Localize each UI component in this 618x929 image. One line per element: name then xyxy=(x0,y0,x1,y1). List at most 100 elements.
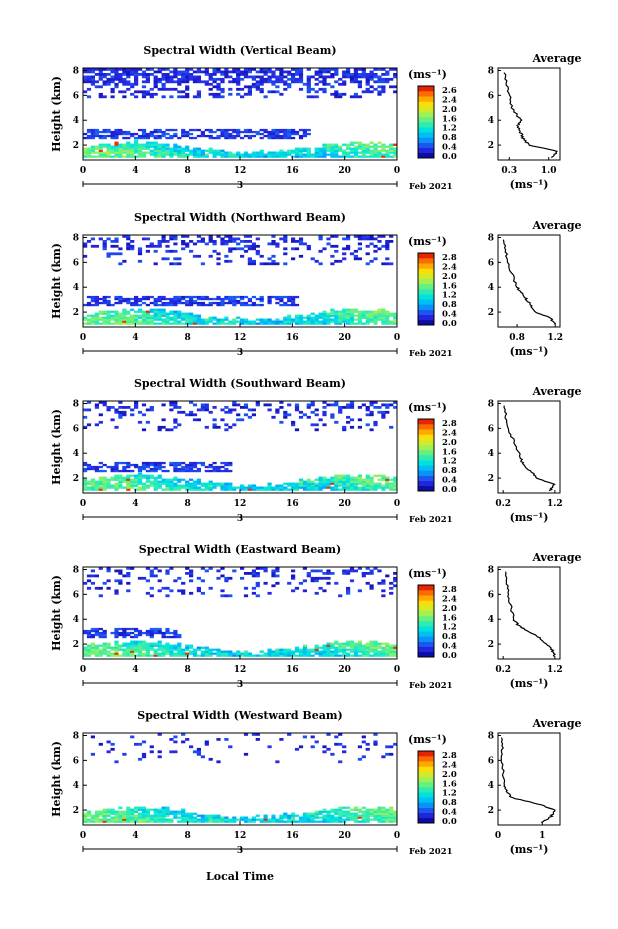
colorbar-segment xyxy=(418,132,434,138)
heatmap-cell xyxy=(106,299,111,303)
heatmap-cell xyxy=(122,627,127,631)
x-tick-label: 0 xyxy=(394,333,400,343)
heatmap-cell xyxy=(349,80,355,84)
heatmap-cell xyxy=(122,810,127,813)
heatmap-cell xyxy=(145,314,150,317)
heatmap-cell xyxy=(114,314,119,317)
heatmap-cell xyxy=(216,303,221,307)
heatmap-cell xyxy=(251,816,256,819)
heatmap-cell xyxy=(381,90,386,94)
heatmap-cell xyxy=(279,295,284,299)
heatmap-cell xyxy=(236,301,241,305)
heatmap-cell xyxy=(306,77,311,81)
heatmap-cell xyxy=(192,482,198,485)
heatmap-cell xyxy=(114,297,119,301)
heatmap-cell xyxy=(90,75,95,79)
heatmap-cell xyxy=(322,480,327,483)
heatmap-cell xyxy=(361,403,366,407)
heatmap-cell xyxy=(149,635,154,639)
heatmap-cell xyxy=(326,572,331,575)
heatmap-cell xyxy=(98,237,103,241)
x-axis-label: Local Time xyxy=(206,870,274,883)
heatmap-cell xyxy=(263,130,268,134)
avg-y-tick-label: 4 xyxy=(488,116,494,126)
heatmap-cell xyxy=(365,237,370,241)
heatmap-cell xyxy=(224,153,229,156)
heatmap-cell xyxy=(141,145,147,148)
heatmap-cell xyxy=(393,155,398,158)
heatmap-cell xyxy=(243,151,249,154)
heatmap-cell xyxy=(306,244,311,248)
heatmap-cell xyxy=(318,482,323,485)
heatmap-cell xyxy=(185,244,190,248)
heatmap-cell xyxy=(181,465,186,469)
heatmap-cell xyxy=(381,145,386,148)
heatmap-cell xyxy=(157,569,162,573)
heatmap-cell xyxy=(181,132,186,136)
heatmap-cell xyxy=(106,579,111,583)
heatmap-cell xyxy=(196,589,201,593)
heatmap-cell xyxy=(181,297,186,301)
heatmap-cell xyxy=(122,629,127,633)
heatmap-cell xyxy=(94,648,99,651)
heatmap-cell xyxy=(240,406,245,409)
heatmap-cell xyxy=(137,247,143,251)
x-tick-label: 4 xyxy=(132,499,138,509)
heatmap-cell xyxy=(322,646,327,649)
heatmap-cell xyxy=(389,147,394,150)
heatmap-cell xyxy=(137,633,143,637)
heatmap-cell xyxy=(134,627,139,631)
heatmap-cell xyxy=(149,314,154,317)
heatmap-cell xyxy=(106,480,111,483)
heatmap-cell xyxy=(141,646,147,649)
heatmap-cell xyxy=(342,646,347,649)
heatmap-cell xyxy=(200,303,205,307)
heatmap-cell xyxy=(365,480,370,483)
heatmap-cell xyxy=(381,654,386,657)
heatmap-cell xyxy=(346,155,351,158)
heatmap-cell xyxy=(342,474,347,477)
heatmap-cell xyxy=(165,320,170,323)
heatmap-cell xyxy=(255,572,260,575)
heatmap-cell xyxy=(263,654,268,657)
heatmap-cell xyxy=(130,486,135,489)
heatmap-cell xyxy=(134,654,139,657)
heatmap-cell xyxy=(196,77,201,81)
heatmap-cell xyxy=(240,486,245,489)
heatmap-cell xyxy=(338,480,343,483)
heatmap-cell xyxy=(330,145,335,148)
heatmap-cell xyxy=(346,482,351,485)
heatmap-cell xyxy=(381,413,386,417)
heatmap-cell xyxy=(369,413,374,417)
heatmap-cell xyxy=(232,68,237,71)
heatmap-cell xyxy=(236,403,241,407)
heatmap-cell xyxy=(137,259,143,263)
heatmap-cell xyxy=(224,132,229,136)
heatmap-cell xyxy=(134,484,139,487)
heatmap-cell xyxy=(189,463,194,467)
heatmap-cell xyxy=(353,806,358,809)
heatmap-cell xyxy=(393,322,398,325)
heatmap-cell xyxy=(357,312,362,315)
heatmap-cell xyxy=(86,480,92,483)
heatmap-cell xyxy=(381,153,386,156)
heatmap-cell xyxy=(298,320,304,323)
heatmap-cell xyxy=(126,153,131,156)
heatmap-cell xyxy=(247,652,252,655)
heatmap-cell xyxy=(240,576,245,580)
heatmap-cell xyxy=(177,648,182,651)
heatmap-cell xyxy=(153,143,158,146)
heatmap-cell xyxy=(275,410,280,414)
heatmap-cell xyxy=(130,240,135,243)
avg-y-tick-label: 2 xyxy=(488,308,494,318)
heatmap-cell xyxy=(173,128,178,132)
heatmap-cell xyxy=(247,322,252,325)
heatmap-cell xyxy=(141,322,147,325)
heatmap-cell xyxy=(294,484,300,487)
heatmap-cell xyxy=(110,646,115,649)
heatmap-cell xyxy=(389,814,394,817)
heatmap-cell xyxy=(334,145,339,148)
heatmap-cell xyxy=(318,73,323,76)
heatmap-cell xyxy=(130,318,135,321)
heatmap-cell xyxy=(275,818,280,821)
